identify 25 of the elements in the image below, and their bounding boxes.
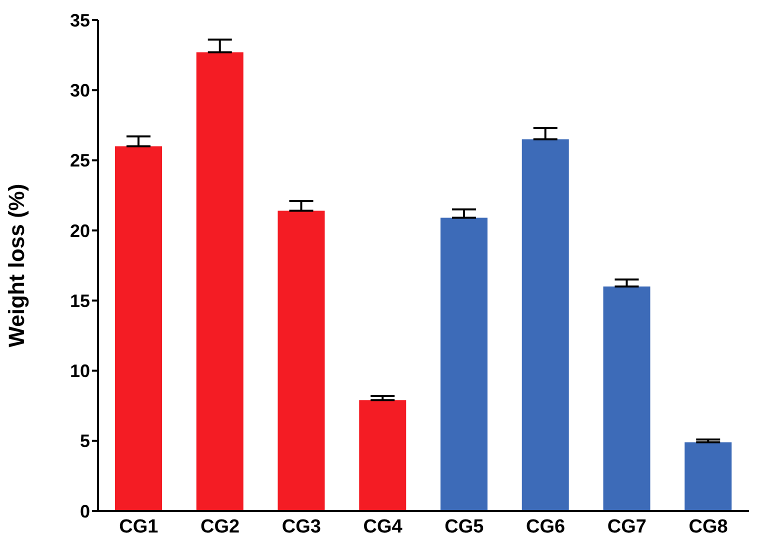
x-tick-label: CG6 <box>526 516 566 538</box>
bar <box>440 218 488 511</box>
y-tick-label: 5 <box>80 431 90 452</box>
x-tick-label: CG3 <box>282 516 321 538</box>
x-tick-label: CG7 <box>607 516 646 538</box>
bar <box>359 400 406 511</box>
y-tick-label: 10 <box>70 361 90 382</box>
bar <box>684 442 732 511</box>
x-tick-label: CG1 <box>119 516 159 538</box>
bar <box>278 210 325 511</box>
y-tick-label: 25 <box>70 150 90 171</box>
x-tick-label: CG2 <box>200 516 240 538</box>
y-tick-label: 0 <box>80 501 90 522</box>
bar <box>196 52 244 511</box>
x-tick-label: CG4 <box>363 516 403 538</box>
bar <box>115 146 162 511</box>
y-tick-label: 15 <box>70 290 90 311</box>
x-tick-label: CG8 <box>688 516 728 538</box>
bar <box>522 139 569 511</box>
x-tick-label: CG5 <box>444 516 484 538</box>
y-axis-title: Weight loss (%) <box>4 184 29 348</box>
y-tick-label: 20 <box>70 220 90 241</box>
y-tick-label: 30 <box>70 80 90 101</box>
bar <box>603 286 650 511</box>
y-tick-label: 35 <box>70 10 90 30</box>
